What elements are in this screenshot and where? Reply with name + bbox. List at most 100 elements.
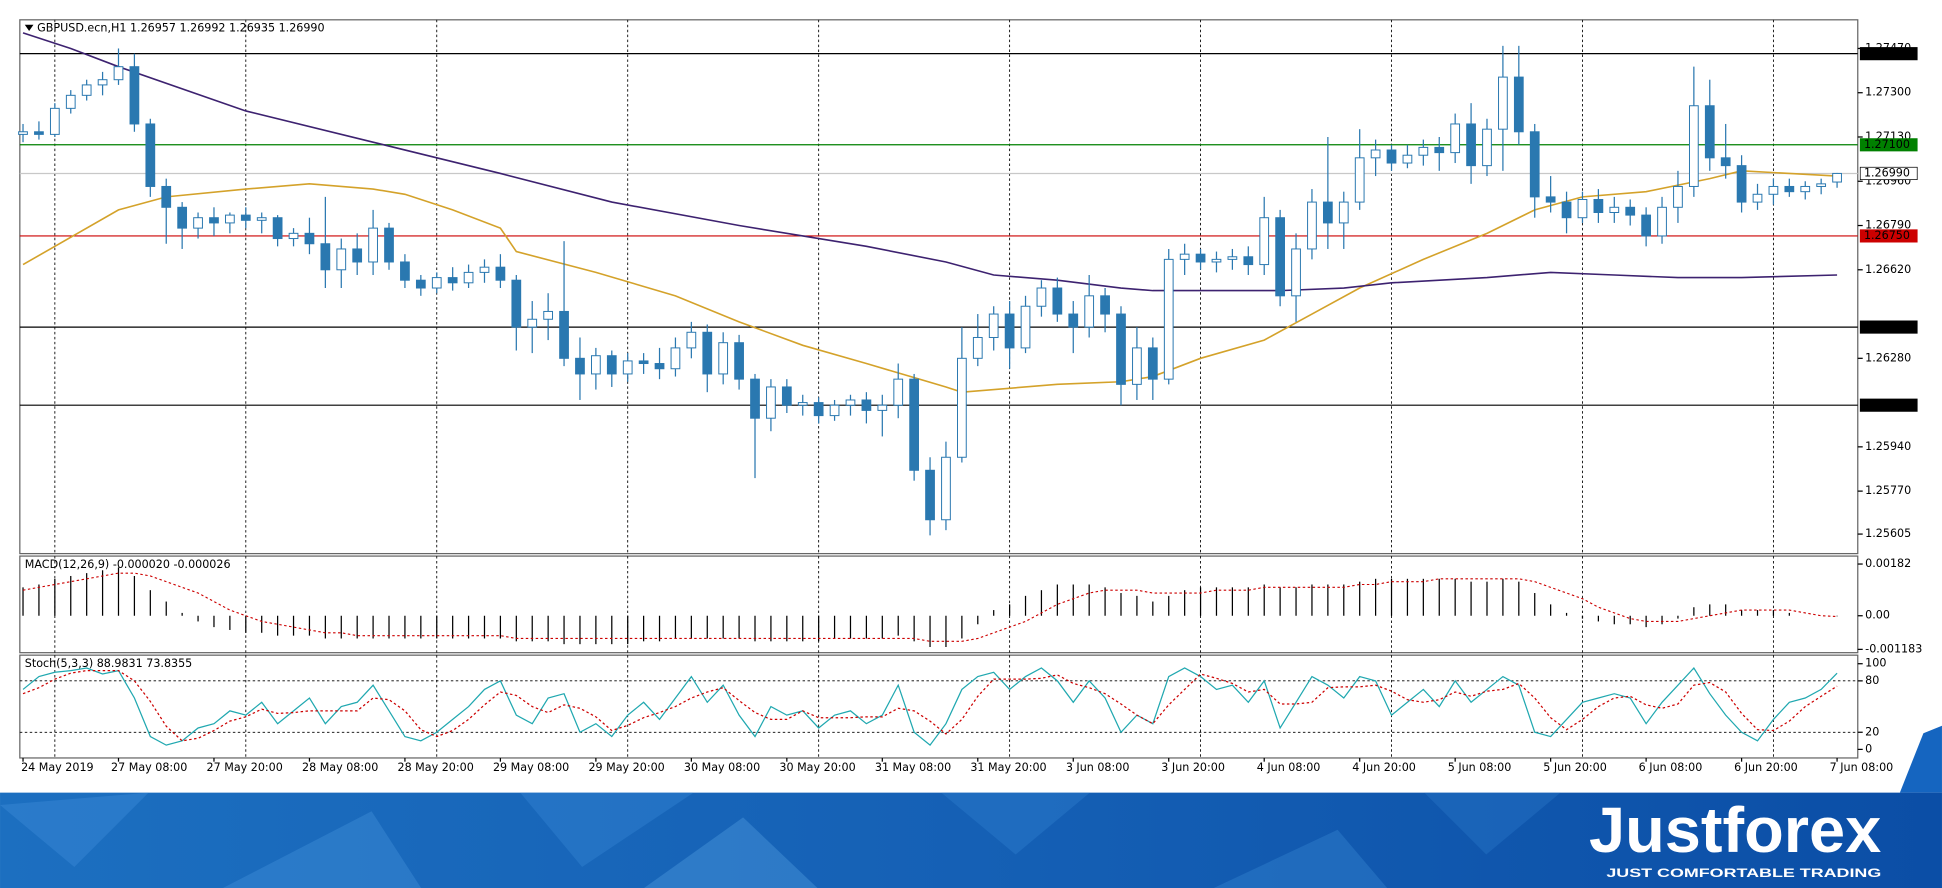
candle-body: [1147, 347, 1158, 380]
candle-body: [1657, 206, 1667, 237]
level-label-box: [1859, 47, 1918, 61]
candle-body: [750, 378, 760, 419]
x-tick-label: 5 Jun 20:00: [1543, 761, 1607, 774]
candle-body: [909, 378, 920, 471]
x-tick-label: 28 May 20:00: [397, 761, 473, 774]
candle-body: [1736, 165, 1747, 203]
decoration: [520, 792, 694, 867]
candle-body: [225, 214, 235, 224]
candle-body: [193, 217, 203, 229]
candle-body: [1116, 313, 1126, 385]
candle-body: [1482, 128, 1492, 167]
candle-body: [1163, 258, 1174, 380]
candle-body: [1673, 185, 1683, 208]
candle-body: [1084, 295, 1095, 328]
candle-body: [113, 66, 124, 81]
footer-background: [0, 792, 1942, 888]
candle-body: [1195, 253, 1206, 263]
candle-body: [1338, 201, 1349, 224]
level-label: 1.26400: [1864, 320, 1910, 333]
pane-frame: [19, 654, 1859, 759]
candle-body: [1354, 157, 1365, 203]
corner-decoration: [1899, 725, 1942, 793]
candle-body: [766, 386, 776, 419]
candle-body: [209, 217, 219, 224]
candle-body: [941, 456, 951, 521]
macd-signal: [22, 572, 1838, 642]
candle-body: [957, 357, 967, 458]
level-label: 1.27100: [1864, 138, 1910, 151]
candle-body: [145, 123, 156, 187]
candle-body: [288, 232, 299, 240]
candle-body: [606, 355, 617, 375]
y-tick-label: 1.25605: [1865, 527, 1911, 540]
menu-arrow: [24, 24, 34, 31]
x-tick-label: 31 May 20:00: [970, 761, 1046, 774]
candle-body: [1752, 193, 1763, 203]
candle-body: [1402, 154, 1413, 164]
candle-body: [447, 277, 458, 284]
footer-banner: Justforex JUST COMFORTABLE TRADING: [0, 792, 1942, 888]
candle-body: [1418, 146, 1429, 156]
candle-body: [1704, 105, 1715, 159]
candle-body: [1370, 149, 1381, 159]
candle-body: [1577, 198, 1588, 219]
candle-body: [177, 206, 188, 229]
x-tick-label: 24 May 2019: [21, 761, 94, 774]
candle-body: [1243, 256, 1254, 266]
candle-body: [1513, 76, 1524, 133]
y-tick-label: 1.25770: [1865, 484, 1911, 497]
decoration: [644, 817, 818, 888]
candle-body: [431, 277, 442, 289]
candle-body: [559, 310, 569, 359]
candle-body: [1275, 217, 1285, 297]
y-tick-label: 1.25940: [1865, 440, 1911, 453]
candle-body: [718, 342, 729, 375]
candle-body: [1800, 185, 1811, 193]
decoration: [0, 792, 149, 867]
candle-body: [1291, 248, 1301, 297]
y-tick-label: 0.00182: [1865, 557, 1911, 570]
candle-body: [925, 469, 935, 521]
candle-body: [1593, 198, 1604, 213]
candle-body: [527, 318, 538, 328]
pane-title: MACD(12,26,9) -0.000020 -0.000026: [25, 558, 231, 571]
candle-body: [1179, 253, 1190, 260]
y-tick-label: 1.27300: [1865, 86, 1911, 99]
candle-body: [1625, 206, 1636, 216]
candle-body: [320, 243, 331, 271]
candle-body: [781, 386, 792, 406]
candle-body: [34, 131, 44, 135]
pane-title: GBPUSD.ecn,H1 1.26957 1.26992 1.26935 1.…: [37, 21, 324, 34]
candle-body: [352, 248, 363, 263]
y-tick-label: 1.26790: [1865, 219, 1911, 232]
candle-body: [384, 227, 394, 263]
x-tick-label: 4 Jun 08:00: [1257, 761, 1321, 774]
level-label: 1.27450: [1864, 47, 1910, 60]
candle-body: [240, 214, 251, 221]
candle-body: [272, 217, 283, 240]
candle-body: [400, 261, 410, 281]
x-tick-label: 3 Jun 20:00: [1161, 761, 1225, 774]
decoration: [1424, 792, 1561, 855]
x-tick-label: 5 Jun 08:00: [1448, 761, 1512, 774]
candle-body: [1259, 217, 1270, 266]
candle-body: [1784, 185, 1795, 193]
level-label-box: [1859, 320, 1918, 334]
candle-body: [1020, 305, 1031, 349]
candle-body: [1004, 313, 1015, 349]
candle-body: [1720, 157, 1731, 167]
y-tick-label: 80: [1865, 674, 1879, 687]
candle-body: [829, 404, 840, 417]
x-tick-label: 30 May 08:00: [684, 761, 760, 774]
candle-body: [1036, 287, 1047, 307]
candle-body: [18, 131, 28, 135]
level-label: 1.26990: [1864, 166, 1910, 179]
candle-body: [129, 66, 140, 125]
pane-frame: [19, 555, 1859, 654]
level-label: 1.26100: [1864, 398, 1910, 411]
candle-body: [1450, 123, 1461, 154]
y-tick-label: 20: [1865, 725, 1879, 738]
candle-body: [1386, 149, 1397, 164]
y-tick-label: -0.001183: [1865, 642, 1922, 655]
